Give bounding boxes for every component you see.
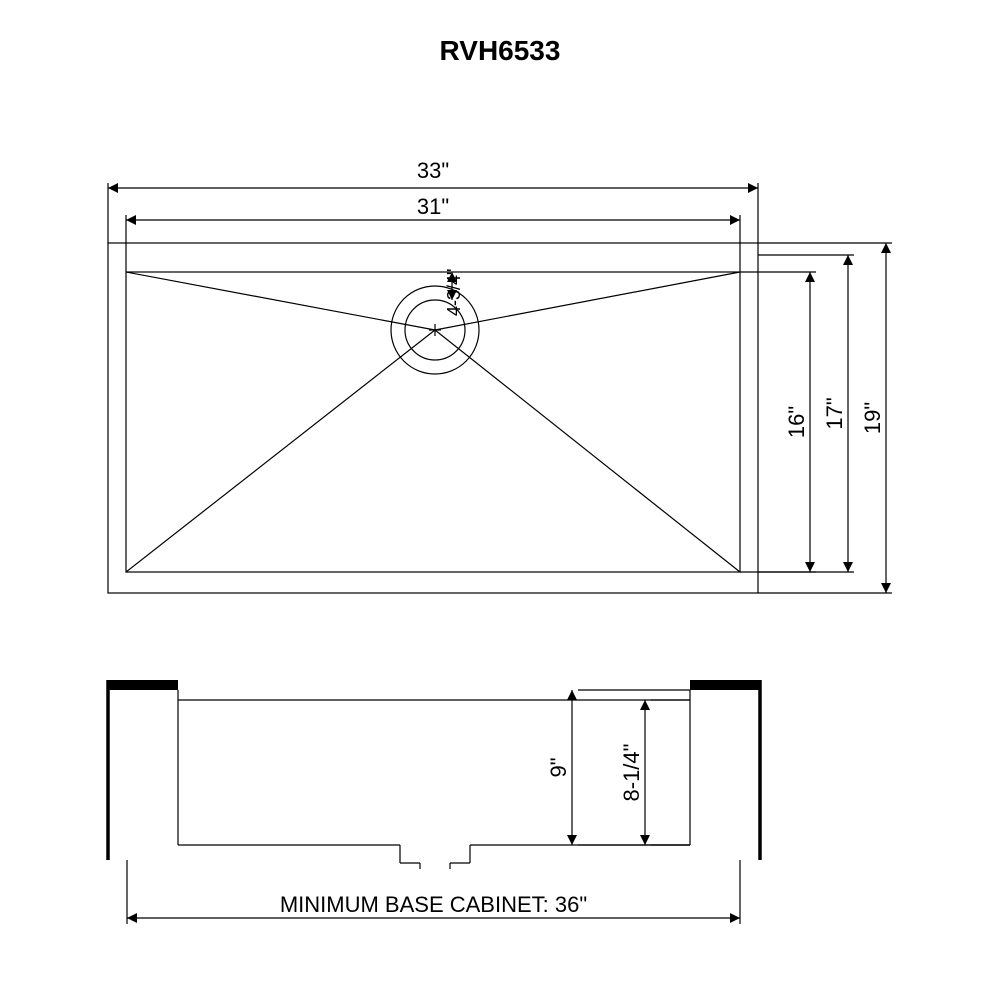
dim-cabinet: MINIMUM BASE CABINET: 36" bbox=[280, 892, 587, 917]
dim-depth-9: 9" bbox=[546, 757, 571, 777]
side-view bbox=[108, 680, 760, 869]
dim-drain-dia: 4-3/4" bbox=[444, 269, 464, 316]
dim-height-17: 17" bbox=[822, 397, 847, 429]
model-title: RVH6533 bbox=[440, 35, 561, 66]
dim-width-33: 33" bbox=[417, 158, 449, 183]
top-view bbox=[108, 243, 758, 593]
dim-width-31: 31" bbox=[417, 194, 449, 219]
dim-height-16: 16" bbox=[784, 406, 809, 438]
dim-depth-814: 8-1/4" bbox=[619, 744, 644, 802]
dim-height-19: 19" bbox=[860, 402, 885, 434]
